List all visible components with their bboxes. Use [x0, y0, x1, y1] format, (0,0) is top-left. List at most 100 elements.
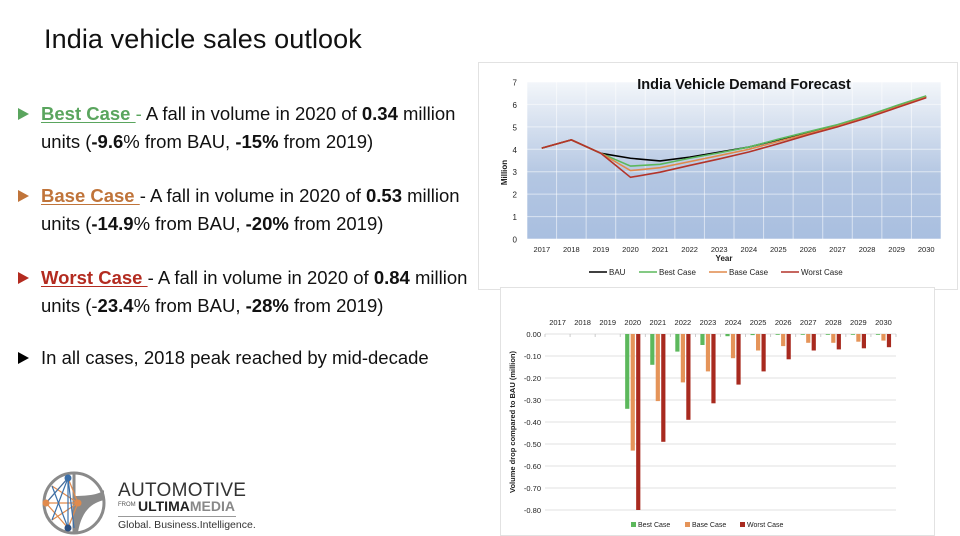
y-tick-label: 6 — [513, 101, 518, 110]
bar-best-case — [825, 334, 830, 335]
worst-case-text: % from BAU, — [133, 295, 246, 316]
triangle-bullet-icon — [18, 272, 29, 284]
x-tick-label: 2023 — [711, 245, 728, 254]
bar-worst-case — [711, 334, 716, 404]
triangle-bullet-icon — [18, 352, 29, 364]
legend-label: Worst Case — [747, 522, 784, 529]
bar-best-case — [675, 334, 680, 352]
x-tick-label: 2022 — [681, 245, 698, 254]
base-case-text: million units ( — [41, 185, 460, 234]
logo-media: MEDIA — [189, 498, 235, 514]
x-tick-label: 2025 — [750, 318, 767, 327]
y-tick-label: -0.20 — [524, 374, 541, 383]
x-tick-label: 2025 — [770, 245, 787, 254]
bar-worst-case — [836, 334, 841, 350]
y-tick-label: -0.10 — [524, 352, 541, 361]
worst-case-value: 0.84 — [373, 267, 410, 288]
legend-label: BAU — [609, 268, 626, 277]
legend-label: Worst Case — [801, 268, 843, 277]
y-tick-label: -0.80 — [524, 506, 541, 515]
logo-globe-icon — [42, 471, 106, 535]
base-case-text: A fall in volume in 2020 of — [150, 185, 366, 206]
base-case-text: % from BAU, — [133, 213, 246, 234]
bar-chart-svg: 0.00 -0.10 -0.20 -0.30 -0.40 -0.50 -0.60 -0.70 -… — [508, 318, 897, 529]
bullet-worst-case: Worst Case - A fall in volume in 2020 of… — [18, 264, 488, 320]
x-tick-label: 2030 — [875, 318, 892, 327]
bar-base-case — [781, 334, 786, 347]
bar-worst-case — [786, 334, 791, 360]
legend-swatch — [685, 522, 690, 527]
bar-base-case — [756, 334, 761, 351]
x-tick-label: 2029 — [888, 245, 905, 254]
worst-case-text: from 2019) — [288, 295, 384, 316]
x-tick-label: 2019 — [593, 245, 610, 254]
logo-automotive-text: AUTOMOTIVE — [118, 480, 247, 501]
slide-title: India vehicle sales outlook — [44, 24, 362, 54]
bar-base-case — [630, 334, 635, 451]
x-tick-label: 2026 — [800, 245, 817, 254]
bar-worst-case — [686, 334, 691, 420]
bar-base-case — [705, 334, 711, 372]
bar-best-case — [700, 334, 705, 345]
x-tick-label: 2026 — [775, 318, 792, 327]
worst-case-text: million units (- — [41, 267, 468, 316]
x-tick-label: 2024 — [725, 318, 742, 327]
bar-best-case — [875, 334, 881, 335]
automotive-logo: AUTOMOTIVE FROM ULTIMAMEDIA Global. Busi… — [38, 470, 268, 536]
bar-worst-case — [736, 334, 741, 385]
best-case-text: A fall in volume in 2020 of — [145, 103, 362, 124]
best-case-text: % from BAU, — [123, 131, 236, 152]
bullet-base-case: Base Case - A fall in volume in 2020 of … — [18, 182, 488, 238]
x-tick-label: 2024 — [740, 245, 757, 254]
worst-case-pct-2019: -28% — [245, 295, 289, 316]
y-tick-label: 3 — [513, 168, 518, 177]
triangle-bullet-icon — [18, 108, 29, 120]
bar-base-case — [730, 334, 736, 359]
x-tick-label: 2029 — [850, 318, 867, 327]
legend-swatch — [740, 522, 745, 527]
x-tick-label: 2027 — [800, 318, 817, 327]
x-tick-label: 2021 — [649, 318, 666, 327]
best-case-sep: - — [135, 103, 146, 124]
line-chart-svg: 0 1 2 3 4 5 6 7 2017 2018 2019 2020 2021 2022 2023 2024… — [500, 77, 942, 277]
y-tick-label: -0.70 — [524, 484, 541, 493]
base-case-sep: - — [139, 185, 151, 206]
bar-worst-case — [886, 334, 892, 348]
best-case-pct-bau: -9.6 — [91, 131, 124, 152]
bar-base-case — [881, 334, 886, 341]
x-tick-label: 2028 — [859, 245, 876, 254]
line-chart: 0 1 2 3 4 5 6 7 2017 2018 2019 2020 2021 2022 2023 2024… — [478, 62, 958, 290]
y-tick-label: 4 — [513, 146, 518, 155]
worst-case-text: A fall in volume in 2020 of — [157, 267, 374, 288]
bar-best-case — [725, 334, 730, 337]
x-tick-label: 2030 — [918, 245, 935, 254]
x-tick-label: 2022 — [675, 318, 692, 327]
x-tick-label: 2020 — [624, 318, 641, 327]
bar-best-case — [775, 334, 780, 335]
y-tick-label: 5 — [513, 123, 518, 132]
bar-base-case — [806, 334, 811, 343]
bar-base-case — [680, 334, 685, 383]
base-case-label: Base Case — [41, 185, 140, 206]
base-case-text: from 2019) — [288, 213, 384, 234]
triangle-bullet-icon — [18, 190, 29, 202]
best-case-text: from 2019) — [278, 131, 374, 152]
y-tick-label: 1 — [513, 213, 518, 222]
y-tick-label: -0.50 — [524, 440, 541, 449]
worst-case-sep: - — [147, 267, 158, 288]
bar-best-case — [800, 334, 805, 335]
bar-best-case — [625, 334, 630, 409]
base-case-value: 0.53 — [365, 185, 402, 206]
bar-worst-case — [811, 334, 816, 351]
chart-title: India Vehicle Demand Forecast — [637, 77, 851, 93]
logo-divider — [118, 516, 236, 517]
legend-label: Base Case — [692, 522, 726, 529]
bar-worst-case — [861, 334, 866, 349]
x-axis-label: Year — [716, 254, 733, 263]
y-tick-label: 0.00 — [526, 330, 541, 339]
y-tick-label: -0.30 — [524, 396, 541, 405]
legend-swatch — [631, 522, 636, 527]
best-case-label: Best Case — [41, 103, 136, 124]
logo-tagline: Global. Business.Intelligence. — [118, 519, 256, 531]
best-case-value: 0.34 — [361, 103, 398, 124]
